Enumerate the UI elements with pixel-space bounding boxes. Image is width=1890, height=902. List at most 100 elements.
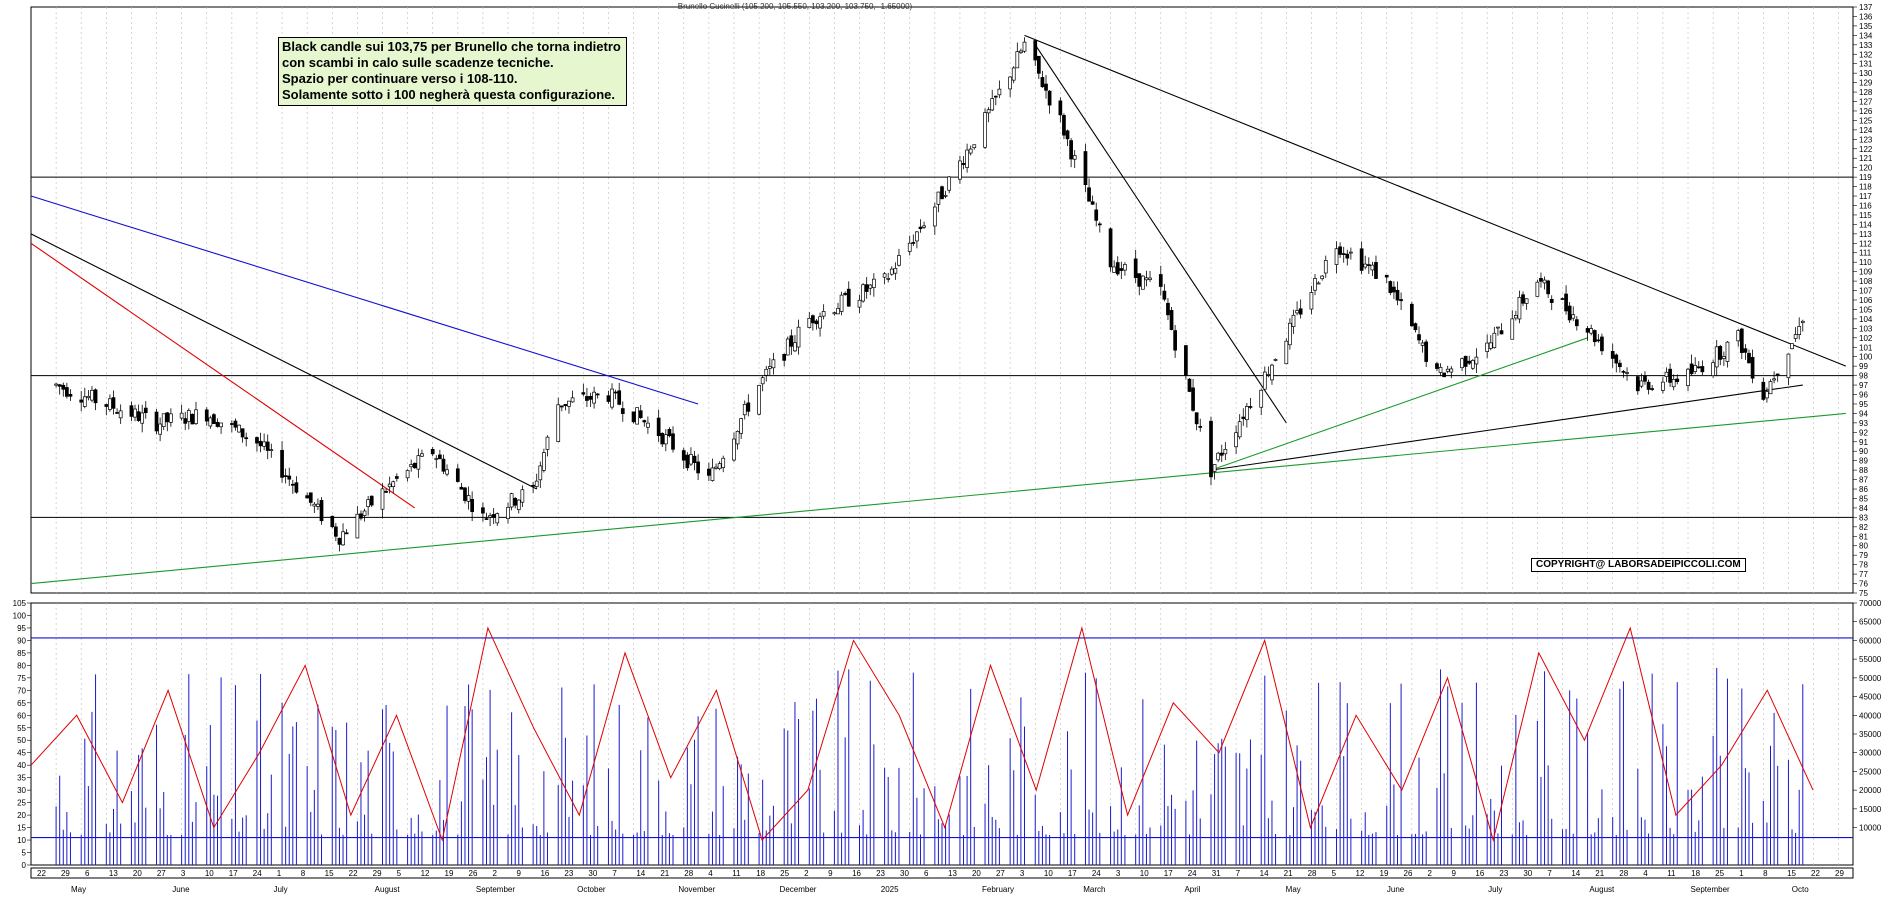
candle-body <box>158 423 162 435</box>
candle-body <box>394 476 399 479</box>
candle-body <box>1392 286 1396 293</box>
candle-body <box>90 389 94 401</box>
candle-body <box>606 395 611 402</box>
candle-body <box>459 486 464 490</box>
x-month-label: May <box>1286 885 1301 894</box>
candle-body <box>882 273 887 278</box>
y-tick-label: 112 <box>1859 239 1872 248</box>
candle-body <box>262 441 266 447</box>
candle-body <box>843 292 848 295</box>
candle-body <box>1115 262 1120 275</box>
candle-body <box>319 500 324 522</box>
candle-body <box>1040 77 1045 88</box>
candle-body <box>68 394 73 397</box>
y-tick-label: 131 <box>1859 60 1873 69</box>
y-tick-label: 60000 <box>1859 636 1882 645</box>
candle-body <box>334 526 338 537</box>
candle-body <box>230 423 234 425</box>
candle-body <box>470 499 475 513</box>
x-tick-label: 11 <box>732 869 741 878</box>
candle-body <box>1765 391 1769 399</box>
candle-body <box>1714 346 1719 368</box>
y-tick-label: 121 <box>1859 154 1873 163</box>
x-tick-label: 17 <box>229 869 238 878</box>
candle-body <box>714 466 718 469</box>
y-tick-label: 106 <box>1859 296 1873 305</box>
candle-body <box>1467 360 1472 364</box>
candle-body <box>814 320 819 325</box>
candle-body <box>140 412 145 424</box>
y-tick-label: 129 <box>1859 79 1873 88</box>
y-tick-label: 35000 <box>1859 730 1882 739</box>
candle-body <box>710 467 715 481</box>
candle-body <box>961 163 966 165</box>
analysis-note: Black candle sui 103,75 per Brunello che… <box>278 37 627 106</box>
candle-body <box>922 225 926 228</box>
y-tick-label: 113 <box>1859 230 1872 239</box>
y-tick-label: 90 <box>1859 447 1868 456</box>
candle-body <box>1496 326 1500 329</box>
candle-body <box>509 493 514 508</box>
y-tick-label: 109 <box>1859 268 1873 277</box>
candle-body <box>1743 348 1748 353</box>
candle-body <box>495 513 500 524</box>
candle-body <box>1245 406 1249 421</box>
x-tick-label: 2 <box>493 869 498 878</box>
x-tick-label: 15 <box>325 869 334 878</box>
y-tick-label: 25 <box>17 799 26 808</box>
candle-body <box>1248 406 1253 408</box>
candle-body <box>1223 449 1228 455</box>
note-line: con scambi in calo sulle scadenze tecnic… <box>282 55 554 70</box>
x-axis-frame <box>30 867 1854 879</box>
candle-body <box>717 463 722 470</box>
candle-body <box>516 499 521 510</box>
y-tick-label: 80 <box>17 661 26 670</box>
candle-body <box>638 410 643 419</box>
candle-body <box>1144 277 1149 281</box>
candle-body <box>1470 360 1475 369</box>
candle-body <box>660 432 665 445</box>
candle-body <box>412 462 417 469</box>
candle-body <box>1438 367 1443 373</box>
candle-body <box>789 335 794 347</box>
x-tick-label: 10 <box>205 869 214 878</box>
y-tick-label: 84 <box>1859 504 1868 513</box>
y-tick-label: 137 <box>1859 3 1873 12</box>
y-tick-label: 125 <box>1859 116 1873 125</box>
candle-body <box>1564 293 1568 312</box>
candle-body <box>864 284 869 292</box>
y-tick-label: 116 <box>1859 201 1872 210</box>
y-tick-label: 55000 <box>1859 655 1882 664</box>
x-tick-label: 27 <box>996 869 1005 878</box>
candle-body <box>1133 258 1138 278</box>
x-tick-label: 23 <box>876 869 885 878</box>
x-tick-label: 3 <box>1116 869 1121 878</box>
y-tick-label: 45000 <box>1859 693 1882 702</box>
candle-body <box>79 399 84 403</box>
x-month-label: June <box>172 885 190 894</box>
x-tick-label: 18 <box>756 869 765 878</box>
x-tick-label: 19 <box>1380 869 1389 878</box>
candle-body <box>915 231 919 242</box>
candle-body <box>1320 275 1325 280</box>
candle-body <box>631 411 636 423</box>
candle-body <box>567 400 571 407</box>
candle-body <box>1618 362 1622 368</box>
candle-body <box>958 160 962 180</box>
x-tick-label: 24 <box>1188 869 1197 878</box>
candle-body <box>1341 253 1346 255</box>
candle-body <box>369 495 374 506</box>
x-tick-label: 13 <box>109 869 118 878</box>
candle-body <box>947 176 952 191</box>
candle-body <box>1750 356 1755 379</box>
candle-body <box>1323 260 1328 274</box>
candle-body <box>936 191 941 205</box>
candle-body <box>1625 372 1629 374</box>
candle-body <box>1686 368 1690 386</box>
x-tick-label: 20 <box>133 869 142 878</box>
y-tick-label: 83 <box>1859 513 1868 522</box>
y-tick-label: 92 <box>1859 428 1868 437</box>
trendline <box>30 195 699 405</box>
x-tick-label: 3 <box>181 869 186 878</box>
x-month-label: July <box>1488 885 1502 894</box>
